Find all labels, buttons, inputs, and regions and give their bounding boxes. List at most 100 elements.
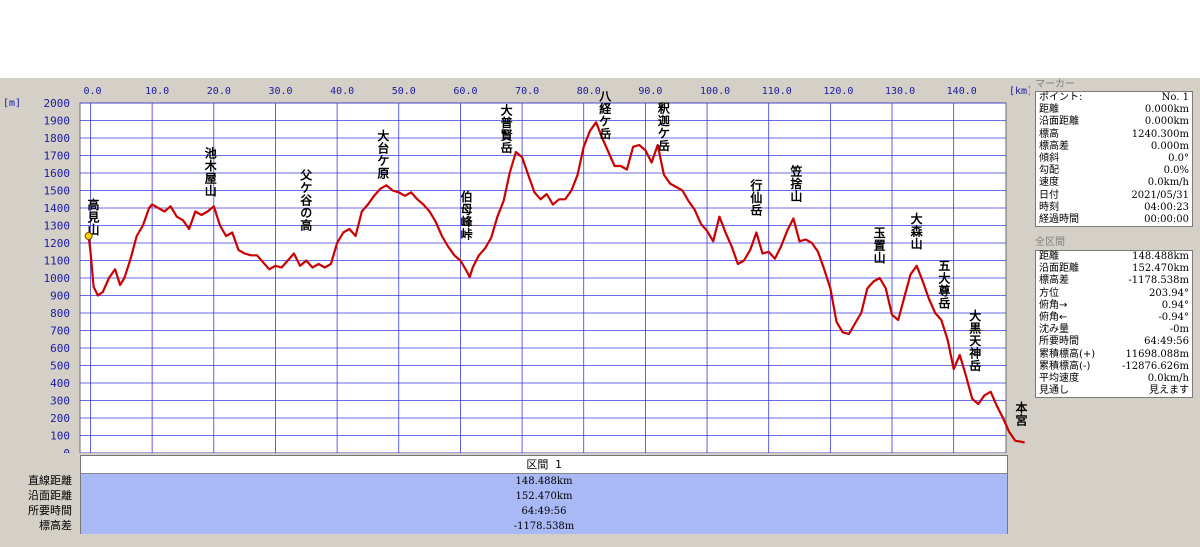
- total-info-value: 見えます: [1149, 385, 1189, 397]
- section-values: 148.488km 152.470km 64:49:56 -1178.538m: [81, 474, 1007, 534]
- y-tick-label: 1400: [44, 202, 71, 215]
- total-panel-title: 全区間: [1035, 237, 1065, 248]
- x-tick-label: 120.0: [823, 86, 853, 97]
- total-info-row: 累積標高(+) 11698.088m: [1036, 349, 1192, 361]
- x-tick-label: 130.0: [885, 86, 915, 97]
- total-info-key: 累積標高(+): [1039, 348, 1096, 360]
- total-info-row: 見通し 見えます: [1036, 385, 1192, 397]
- x-tick-label: 70.0: [515, 86, 539, 97]
- x-tick-label: 40.0: [330, 86, 354, 97]
- y-tick-label: 900: [50, 290, 70, 303]
- x-unit-label-left: [m]: [3, 98, 21, 109]
- peak-label-char: 本: [1015, 400, 1027, 415]
- y-tick-label: 1500: [44, 185, 71, 198]
- peak-label-char: 岳: [658, 138, 670, 153]
- total-info-key: 方位: [1039, 287, 1059, 299]
- section-value-elev-diff: -1178.538m: [513, 521, 575, 532]
- peak-label-char: 天: [969, 334, 982, 348]
- total-info-value: 152.470km: [1132, 263, 1189, 275]
- marker-info-value: No. 1: [1161, 92, 1189, 103]
- elevation-profile-line[interactable]: [87, 121, 1025, 444]
- peak-label-char: の: [300, 206, 312, 220]
- peak-label-char: 八: [598, 89, 612, 103]
- elevation-chart[interactable]: 0.0 10.0 20.0 30.0 40.0 50.0 60.0 70.0 80.0 90.0 1…: [0, 78, 1030, 453]
- marker-info-key: 日付: [1039, 189, 1059, 201]
- y-tick-label: 500: [50, 360, 70, 373]
- x-tick-label: 110.0: [762, 86, 792, 97]
- marker-info-row: 時刻 04:00:23: [1036, 202, 1192, 214]
- total-info-value: 148.488km: [1132, 251, 1189, 262]
- peak-label-char: 大: [501, 102, 513, 117]
- peak-label-char: 捨: [790, 176, 803, 191]
- peak-label-char: 見: [87, 209, 100, 224]
- section-label-elev-diff: 標高差: [39, 519, 72, 532]
- marker-info-value: 0.000m: [1150, 140, 1189, 152]
- marker-info-row: 沿面距離 0.000km: [1036, 116, 1192, 128]
- x-tick-label: 100.0: [700, 86, 730, 97]
- peak-label-char: ケ: [377, 154, 389, 168]
- x-tick-label: 20.0: [207, 86, 231, 97]
- y-tick-label: 400: [50, 377, 70, 390]
- total-info-key: 沈み量: [1039, 324, 1069, 336]
- marker-info-key: 標高差: [1039, 140, 1069, 152]
- peak-label-char: 岳: [938, 296, 950, 311]
- marker-info-value: 0.000km: [1144, 116, 1189, 128]
- total-info-value: -0.94°: [1158, 311, 1189, 323]
- peak-labels: 高見山池木屋山父ケ谷の高大台ケ原伯母峰峠大普賢岳八経ケ岳釈迦ケ岳行仙岳笠捨山玉置…: [87, 89, 1028, 427]
- marker-info-key: ポイント:: [1039, 92, 1083, 103]
- total-info-row: 俯角→ 0.94°: [1036, 300, 1192, 312]
- marker-info-key: 時刻: [1039, 201, 1059, 213]
- peak-label-char: ケ: [599, 114, 611, 128]
- total-info-row: 距離 148.488km: [1036, 251, 1192, 263]
- peak-label-char: ケ: [300, 181, 312, 195]
- total-info-value: -12876.626m: [1122, 360, 1189, 372]
- y-tick-label: 1800: [44, 132, 71, 145]
- info-sidebar: マーカー ポイント: No. 1 距離 0.000km 沿面距離 0.000km 標高 124…: [1033, 78, 1200, 547]
- total-info-row: 累積標高(-) -12876.626m: [1036, 361, 1192, 373]
- position-marker[interactable]: [84, 232, 93, 240]
- total-info-key: 沿面距離: [1039, 263, 1079, 275]
- peak-label-char: 大: [969, 308, 981, 323]
- peak-label-char: 父: [299, 168, 313, 182]
- peak-label-char: 賢: [501, 128, 514, 142]
- peak-label-char: 屋: [205, 172, 217, 186]
- x-tick-label: 10.0: [145, 86, 169, 97]
- y-tick-label: 800: [50, 307, 70, 320]
- section-value-straight: 148.488km: [515, 476, 573, 487]
- y-tick-label: 2000: [44, 97, 71, 110]
- section-summary[interactable]: 区間 1 148.488km 152.470km 64:49:56 -1178.…: [80, 455, 1008, 534]
- x-unit-label-right: [km]: [1009, 86, 1030, 97]
- peak-label-char: 峠: [461, 227, 473, 242]
- total-info-value: 0.94°: [1161, 299, 1189, 311]
- peak-label-char: 伯: [461, 189, 473, 204]
- marker-info-row: 標高 1240.300m: [1036, 129, 1192, 141]
- total-info-row: 所要時間 64:49:56: [1036, 336, 1192, 348]
- peak-label-char: 神: [969, 346, 981, 361]
- peak-label-char: 原: [377, 166, 389, 180]
- peak-label-char: 岳: [969, 358, 981, 373]
- total-info-value: -0m: [1169, 324, 1189, 336]
- total-info-key: 標高差: [1039, 275, 1069, 287]
- peak-label-char: 高: [88, 197, 100, 212]
- peak-label-char: 仙: [750, 190, 762, 205]
- marker-info-value: 04:00:23: [1144, 201, 1189, 213]
- peak-label-char: 尊: [938, 283, 950, 298]
- peak-label-char: 五: [938, 259, 950, 273]
- peak-label-char: 黒: [969, 322, 981, 336]
- peak-label-char: 迦: [658, 113, 670, 128]
- section-header: 区間 1: [81, 456, 1007, 474]
- marker-info-key: 勾配: [1039, 165, 1059, 177]
- marker-info-value: 00:00:00: [1144, 213, 1189, 225]
- peak-label-char: 大: [911, 211, 923, 226]
- peak-label-char: 大: [377, 128, 389, 143]
- y-tick-label: 100: [50, 430, 70, 443]
- y-tick-label: 1200: [44, 237, 71, 250]
- section-label-surface: 沿面距離: [28, 489, 72, 502]
- section-label-time: 所要時間: [28, 504, 72, 517]
- peak-label-char: 経: [599, 101, 612, 116]
- peak-label-char: 岳: [501, 140, 513, 155]
- x-tick-label: 30.0: [268, 86, 292, 97]
- y-tick-label: 1100: [44, 255, 71, 268]
- x-axis-ticks: 0.0 10.0 20.0 30.0 40.0 50.0 60.0 70.0 80.0 90.0 1…: [83, 86, 976, 97]
- marker-info-row: 標高差 0.000m: [1036, 141, 1192, 153]
